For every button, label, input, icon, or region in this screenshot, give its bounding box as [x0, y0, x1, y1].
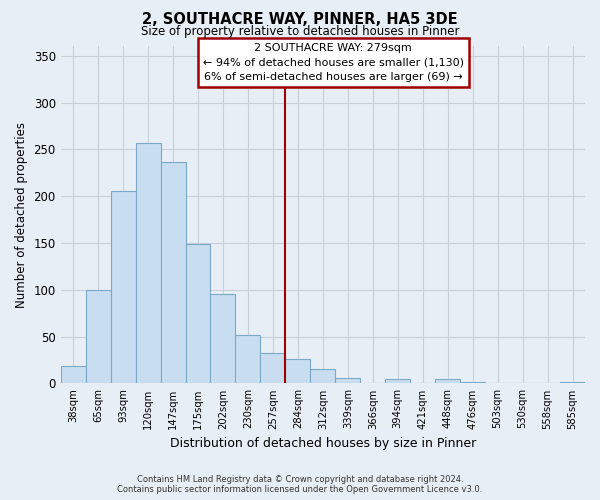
- Bar: [185, 244, 211, 384]
- Text: 2 SOUTHACRE WAY: 279sqm
← 94% of detached houses are smaller (1,130)
6% of semi-: 2 SOUTHACRE WAY: 279sqm ← 94% of detache…: [203, 43, 464, 82]
- Text: Contains HM Land Registry data © Crown copyright and database right 2024.
Contai: Contains HM Land Registry data © Crown c…: [118, 474, 482, 494]
- Bar: [260, 352, 286, 384]
- Bar: [335, 378, 360, 384]
- Bar: [86, 290, 110, 384]
- Bar: [61, 366, 86, 384]
- Bar: [560, 382, 585, 384]
- Bar: [235, 334, 260, 384]
- X-axis label: Distribution of detached houses by size in Pinner: Distribution of detached houses by size …: [170, 437, 476, 450]
- Bar: [110, 192, 136, 384]
- Bar: [136, 143, 161, 384]
- Bar: [161, 162, 185, 384]
- Bar: [460, 382, 485, 384]
- Text: Size of property relative to detached houses in Pinner: Size of property relative to detached ho…: [141, 25, 459, 38]
- Bar: [385, 378, 410, 384]
- Text: 2, SOUTHACRE WAY, PINNER, HA5 3DE: 2, SOUTHACRE WAY, PINNER, HA5 3DE: [142, 12, 458, 28]
- Bar: [435, 378, 460, 384]
- Bar: [286, 359, 310, 384]
- Y-axis label: Number of detached properties: Number of detached properties: [15, 122, 28, 308]
- Bar: [310, 370, 335, 384]
- Bar: [211, 294, 235, 384]
